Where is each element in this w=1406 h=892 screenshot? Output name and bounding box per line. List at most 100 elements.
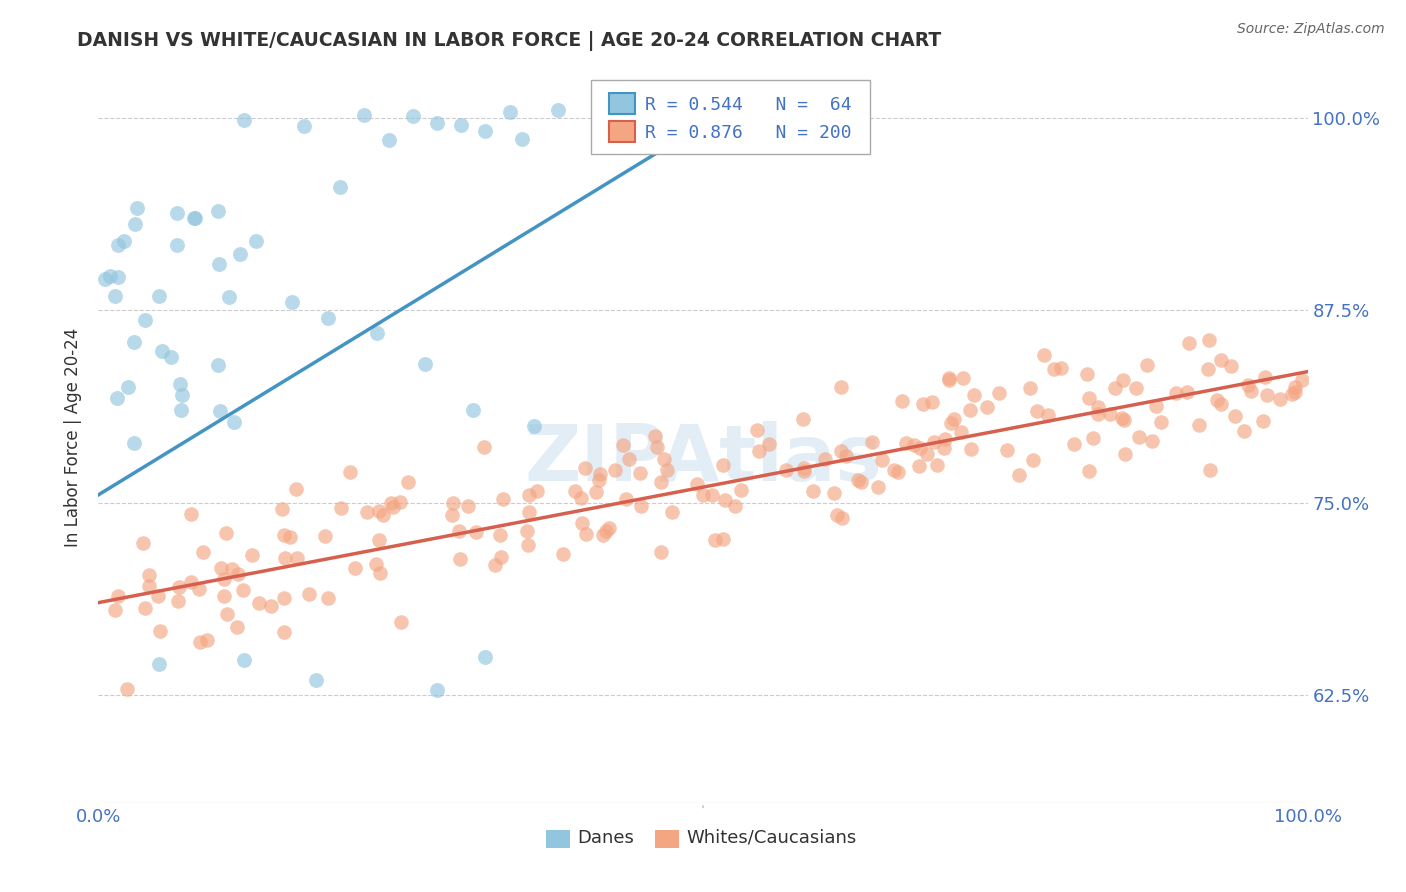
Point bbox=[284, 482, 307, 496]
Point bbox=[343, 561, 366, 575]
Point bbox=[443, 496, 465, 510]
Point bbox=[167, 580, 190, 594]
Point bbox=[574, 461, 596, 475]
Point bbox=[1087, 400, 1109, 414]
Point bbox=[115, 681, 138, 696]
Text: Danes: Danes bbox=[578, 829, 634, 847]
Point bbox=[793, 461, 815, 475]
Point bbox=[184, 211, 207, 225]
Point bbox=[273, 591, 295, 606]
Point bbox=[801, 484, 824, 499]
Point bbox=[389, 615, 412, 630]
Point bbox=[866, 480, 889, 494]
Point bbox=[134, 313, 156, 327]
Point bbox=[571, 491, 593, 506]
Point bbox=[922, 435, 945, 450]
Point bbox=[117, 380, 139, 394]
Point bbox=[655, 463, 678, 477]
Point bbox=[775, 463, 797, 477]
Point bbox=[1136, 358, 1159, 372]
Point bbox=[661, 505, 683, 519]
Point bbox=[995, 442, 1018, 457]
Y-axis label: In Labor Force | Age 20-24: In Labor Force | Age 20-24 bbox=[65, 327, 83, 547]
Point bbox=[122, 334, 145, 349]
Point bbox=[612, 438, 634, 452]
Point bbox=[222, 415, 245, 429]
Point bbox=[449, 524, 471, 538]
Point bbox=[903, 437, 925, 451]
Point bbox=[426, 116, 449, 130]
Point bbox=[232, 112, 254, 127]
Point bbox=[692, 488, 714, 502]
Point bbox=[592, 528, 614, 542]
Point bbox=[498, 105, 520, 120]
Point bbox=[1007, 467, 1029, 482]
Point bbox=[413, 357, 436, 371]
Point bbox=[188, 582, 211, 597]
Text: R = 0.876   N = 200: R = 0.876 N = 200 bbox=[645, 124, 852, 142]
Point bbox=[588, 473, 610, 487]
Point bbox=[758, 437, 780, 451]
Point bbox=[1112, 412, 1135, 426]
Point bbox=[1281, 387, 1303, 401]
Point bbox=[976, 400, 998, 414]
Point bbox=[823, 486, 845, 500]
Point bbox=[1240, 384, 1263, 398]
Point bbox=[700, 488, 723, 502]
Point bbox=[1063, 436, 1085, 450]
Point bbox=[1284, 384, 1306, 399]
Point bbox=[188, 635, 211, 649]
Point bbox=[896, 435, 918, 450]
Point bbox=[703, 533, 725, 548]
Bar bbox=[546, 830, 569, 848]
Point bbox=[138, 579, 160, 593]
Point bbox=[166, 206, 188, 220]
Point bbox=[278, 530, 301, 544]
Point bbox=[472, 441, 495, 455]
Point bbox=[963, 387, 986, 401]
Point bbox=[952, 370, 974, 384]
Point bbox=[450, 119, 472, 133]
Point bbox=[831, 510, 853, 524]
Text: DANISH VS WHITE/CAUCASIAN IN LABOR FORCE | AGE 20-24 CORRELATION CHART: DANISH VS WHITE/CAUCASIAN IN LABOR FORCE… bbox=[77, 31, 942, 51]
Point bbox=[281, 295, 304, 310]
Point bbox=[371, 508, 394, 522]
Point bbox=[1077, 391, 1099, 405]
Point bbox=[644, 429, 666, 443]
Point bbox=[517, 505, 540, 519]
Point bbox=[1104, 381, 1126, 395]
Point bbox=[793, 464, 815, 478]
Point bbox=[1251, 414, 1274, 428]
Point bbox=[232, 582, 254, 597]
Point bbox=[1150, 416, 1173, 430]
Point bbox=[114, 234, 136, 248]
Point bbox=[1233, 424, 1256, 438]
Point bbox=[107, 269, 129, 284]
Point bbox=[402, 109, 425, 123]
Point bbox=[107, 589, 129, 603]
Point bbox=[273, 527, 295, 541]
Point bbox=[492, 492, 515, 507]
Point bbox=[516, 524, 538, 539]
Point bbox=[488, 527, 510, 541]
Point bbox=[650, 545, 672, 559]
Point bbox=[316, 591, 339, 605]
Point bbox=[240, 548, 263, 562]
Point bbox=[457, 499, 479, 513]
Point bbox=[510, 132, 533, 146]
Point bbox=[652, 451, 675, 466]
Point bbox=[225, 620, 247, 634]
Point bbox=[1140, 434, 1163, 448]
Point bbox=[987, 386, 1010, 401]
Point bbox=[138, 568, 160, 582]
Point bbox=[1209, 397, 1232, 411]
Point bbox=[98, 268, 121, 283]
Point bbox=[367, 504, 389, 518]
Point bbox=[748, 444, 770, 458]
Point bbox=[330, 500, 353, 515]
Point bbox=[329, 179, 352, 194]
Point bbox=[271, 502, 294, 516]
Point bbox=[523, 418, 546, 433]
FancyBboxPatch shape bbox=[591, 80, 870, 154]
Point bbox=[516, 538, 538, 552]
